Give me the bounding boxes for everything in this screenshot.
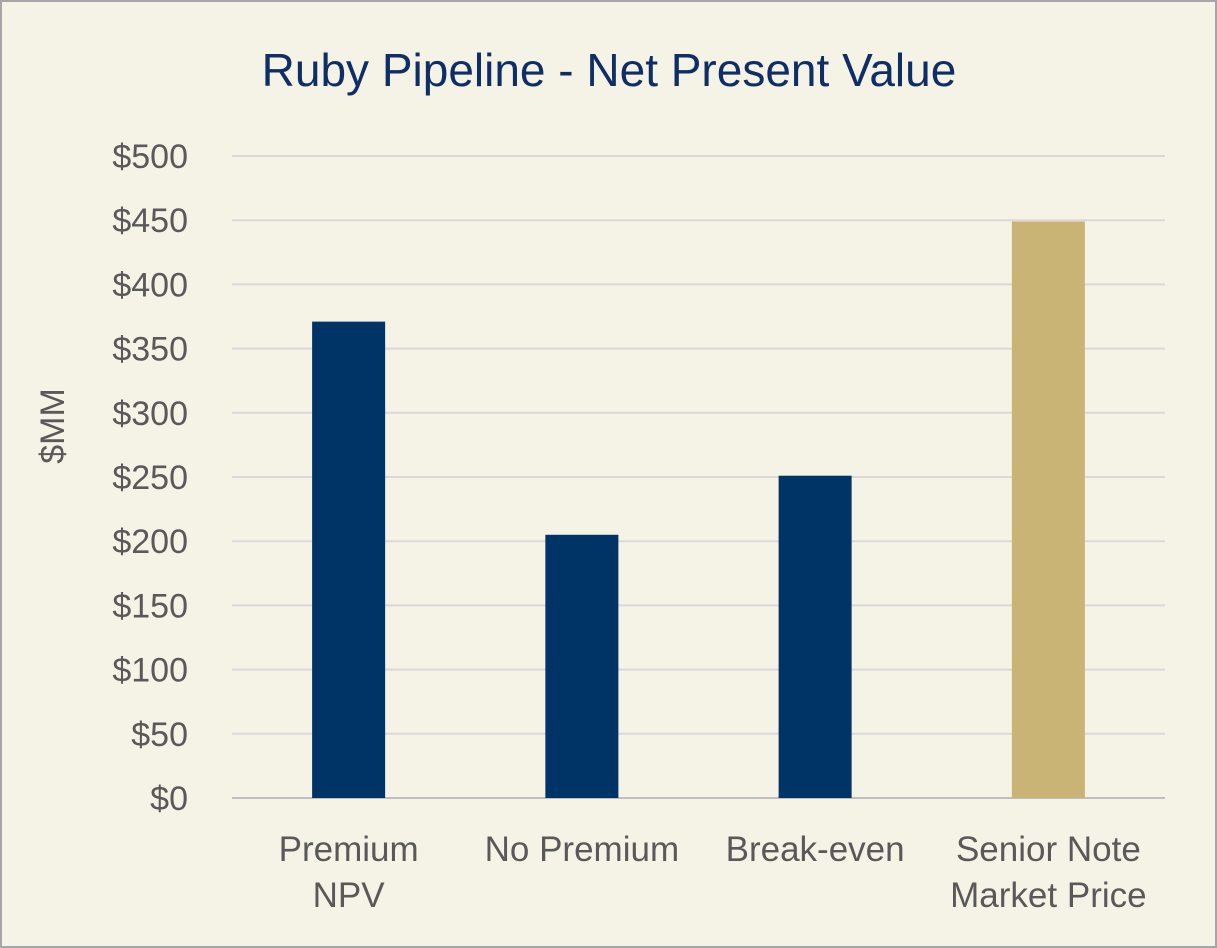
y-tick-label: $300 xyxy=(112,395,188,433)
y-tick-label: $0 xyxy=(150,780,188,818)
y-tick-label: $200 xyxy=(112,523,188,561)
y-tick-label: $250 xyxy=(112,459,188,497)
bar xyxy=(312,321,386,798)
y-tick-label: $150 xyxy=(112,587,188,625)
bar xyxy=(1011,221,1085,798)
chart-title: Ruby Pipeline - Net Present Value xyxy=(262,44,957,96)
y-axis-ticks: $0 $50 $100 $150 $200 $250 $300 $350 $400 $450 $50… xyxy=(112,138,188,818)
y-tick-label: $350 xyxy=(112,331,188,369)
x-tick-label: Senior Note Market Price xyxy=(950,830,1146,915)
y-tick-label: $450 xyxy=(112,202,188,240)
x-tick-label: No Premium xyxy=(485,830,679,869)
y-tick-label: $400 xyxy=(112,266,188,304)
y-tick-label: $500 xyxy=(112,138,188,176)
y-tick-label: $50 xyxy=(131,716,188,754)
gridlines xyxy=(232,155,1165,799)
y-axis-label: $MM xyxy=(34,388,72,464)
x-tick-label: Premium NPV xyxy=(279,830,419,915)
bars xyxy=(312,221,1085,798)
x-tick-label: Break-even xyxy=(726,830,905,869)
x-axis-ticks: Premium NPV No Premium Break-even Senior Not… xyxy=(279,830,1147,915)
bar xyxy=(545,534,619,798)
bar xyxy=(778,475,852,798)
y-tick-label: $100 xyxy=(112,652,188,690)
